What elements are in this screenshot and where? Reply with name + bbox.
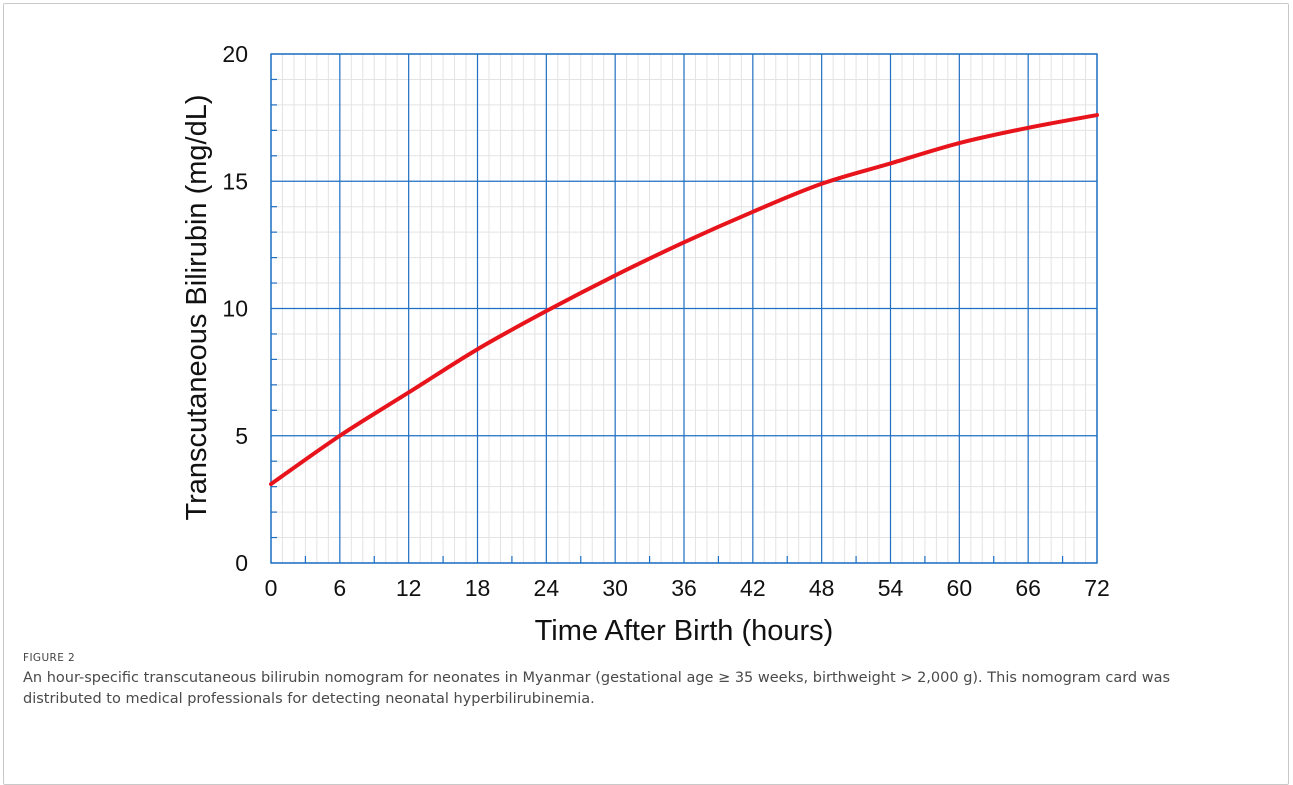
x-tick-label: 6 [333,575,346,601]
x-tick-label: 66 [1015,575,1041,601]
x-tick-label: 36 [671,575,697,601]
y-tick-label: 20 [222,41,248,67]
bilirubin-curve [269,113,1099,487]
x-tick-label: 30 [602,575,628,601]
axis-ticks [271,78,1064,563]
figure-caption: An hour-specific transcutaneous bilirubi… [23,670,1171,707]
y-tick-label: 15 [222,168,248,194]
figure-label: FIGURE 2 [23,652,76,664]
y-axis-label: Transcutaneous Bilirubin (mg/dL) [181,94,213,520]
y-tick-labels: 0 5 10 15 20 [222,41,248,576]
x-tick-label: 60 [947,575,973,601]
figure-frame [3,3,1289,785]
y-tick-label: 5 [235,423,248,449]
x-axis-label: Time After Birth (hours) [535,615,834,647]
x-tick-labels: 0 6 12 18 24 30 36 42 48 54 60 66 72 [265,575,1110,601]
nomogram-chart: 0 6 12 18 24 30 36 42 48 54 60 66 72 0 5 10 15 20 Time A… [181,41,1110,647]
x-tick-label: 24 [534,575,560,601]
x-tick-label: 72 [1084,575,1110,601]
x-tick-label: 54 [878,575,904,601]
x-tick-label: 12 [396,575,422,601]
x-tick-label: 48 [809,575,835,601]
x-tick-label: 42 [740,575,766,601]
y-tick-label: 10 [222,296,248,322]
x-tick-label: 18 [465,575,491,601]
x-tick-label: 0 [265,575,278,601]
y-tick-label: 0 [235,550,248,576]
plot-frame [270,53,1098,564]
